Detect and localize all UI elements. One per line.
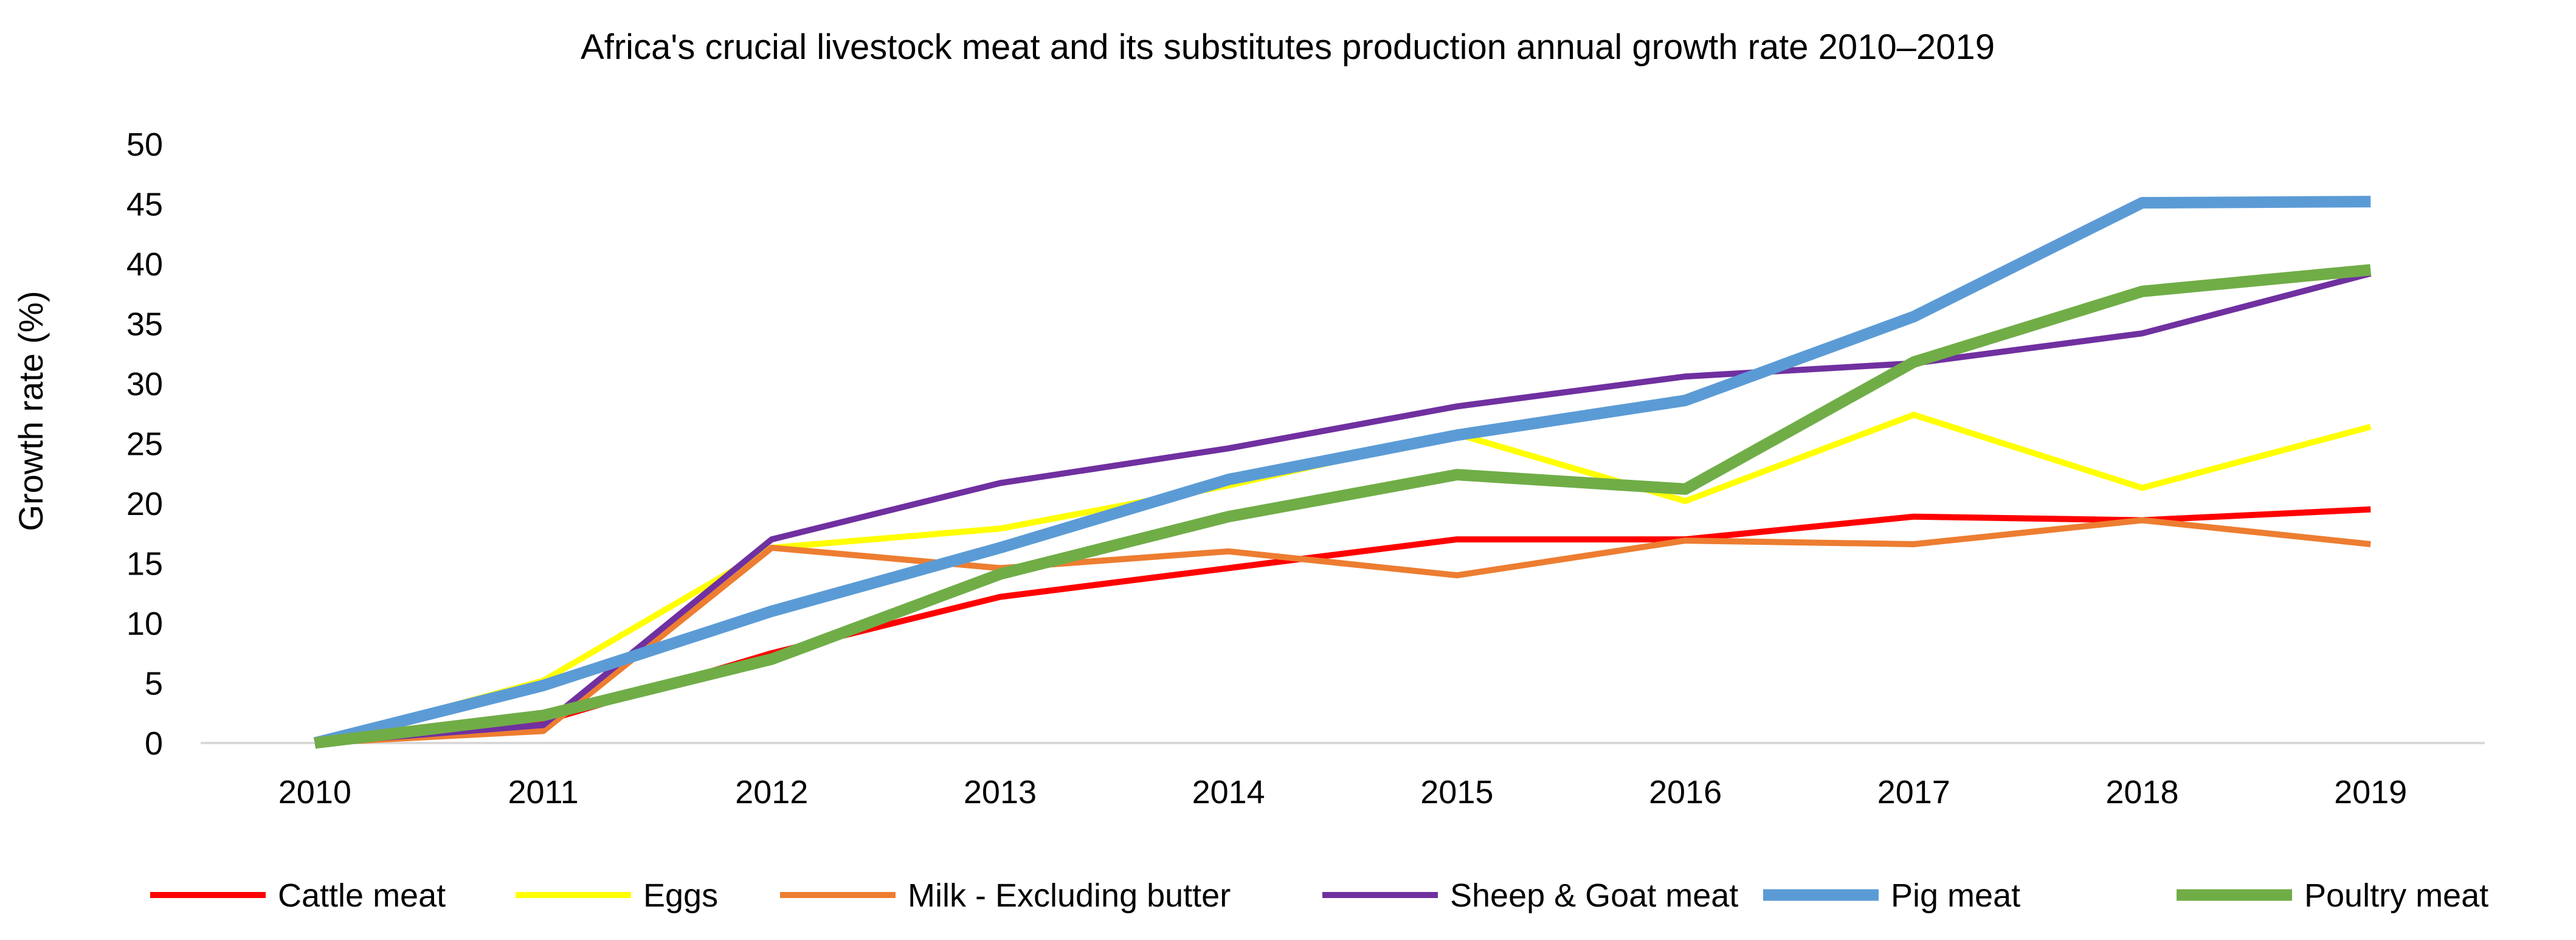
y-tick-label: 20: [126, 486, 163, 522]
x-tick-label: 2013: [964, 774, 1037, 810]
x-tick-label: 2011: [508, 774, 578, 810]
series-lines: [313, 196, 2372, 749]
series-line-poultry-meat: [314, 264, 2372, 749]
y-tick-labels: 0 5 10 15 20 25 30 35 40 45 50: [126, 126, 163, 762]
y-tick-label: 0: [145, 725, 163, 762]
y-tick-label: 5: [145, 666, 163, 702]
legend-item-eggs: Eggs: [516, 877, 718, 914]
series-line-pig-meat: [313, 196, 2371, 749]
legend-item-pig-meat: Pig meat: [1763, 877, 2020, 914]
series-line-cattle-meat: [314, 506, 2371, 746]
y-tick-label: 45: [126, 187, 163, 223]
legend-label: Poultry meat: [2304, 877, 2488, 914]
legend-label: Sheep & Goat meat: [1450, 877, 1738, 914]
x-tick-label: 2016: [1649, 774, 1722, 810]
legend-label: Milk - Excluding butter: [908, 877, 1231, 914]
y-tick-label: 50: [126, 126, 163, 163]
y-tick-label: 35: [126, 306, 163, 343]
legend-label: Pig meat: [1891, 877, 2020, 914]
y-tick-label: 30: [126, 366, 163, 403]
series-line-milk-excluding-butter: [314, 517, 2371, 746]
legend-label: Eggs: [643, 877, 718, 914]
series-line-sheep-goat-meat: [314, 270, 2372, 746]
chart-title: Africa's crucial livestock meat and its …: [581, 27, 1995, 67]
y-tick-label: 40: [126, 246, 163, 283]
x-tick-label: 2019: [2334, 774, 2407, 810]
x-tick-label: 2017: [1877, 774, 1950, 810]
y-axis-label: Growth rate (%): [12, 291, 50, 531]
legend-item-poultry-meat: Poultry meat: [2177, 877, 2488, 914]
y-tick-label: 25: [126, 426, 163, 463]
x-tick-label: 2015: [1420, 774, 1493, 810]
legend-item-cattle-meat: Cattle meat: [150, 877, 446, 914]
legend: Cattle meat Eggs Milk - Excluding butter Sh…: [150, 877, 2488, 914]
x-tick-labels: 2010 2011 2012 2013 2014 2015 2016 2017 2018 2019: [278, 774, 2407, 810]
x-tick-label: 2012: [735, 774, 808, 810]
legend-label: Cattle meat: [278, 877, 446, 914]
x-tick-label: 2014: [1192, 774, 1265, 810]
x-tick-label: 2010: [278, 774, 351, 810]
legend-item-sheep-goat-meat: Sheep & Goat meat: [1322, 877, 1738, 914]
y-tick-label: 10: [126, 606, 163, 642]
y-tick-label: 15: [126, 546, 163, 582]
legend-item-milk-excluding-butter: Milk - Excluding butter: [780, 877, 1231, 914]
x-tick-label: 2018: [2105, 774, 2178, 810]
